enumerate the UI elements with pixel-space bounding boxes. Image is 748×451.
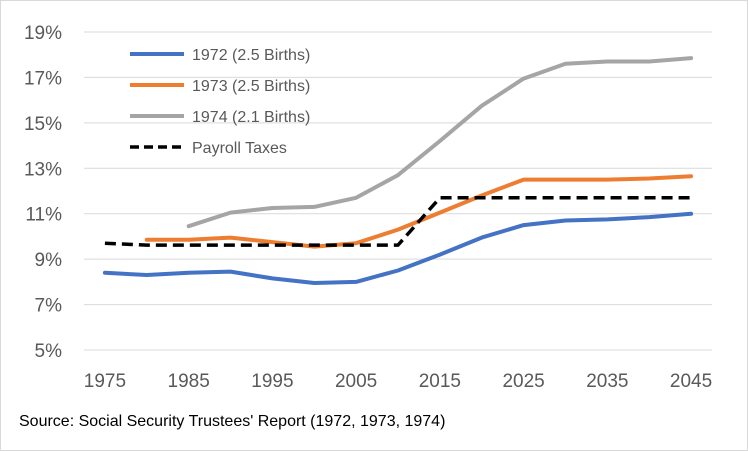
source-note: Source: Social Security Trustees' Report… (19, 413, 446, 430)
legend: 1972 (2.5 Births) 1973 (2.5 Births) 1974 (… (130, 47, 310, 157)
y-tick-label: 9% (35, 250, 63, 271)
x-tick-label: 1985 (168, 371, 210, 392)
x-tick-label: 1995 (251, 371, 293, 392)
series-line-1972-2-5-births (102, 211, 694, 285)
x-tick-label: 2025 (502, 371, 544, 392)
legend-label: Payroll Taxes (192, 140, 287, 157)
series-line-1974-2-1-births (186, 56, 694, 229)
x-tick-label: 2005 (335, 371, 377, 392)
y-tick-label: 5% (35, 341, 63, 362)
y-tick-label: 17% (24, 68, 62, 89)
series-line-payroll-taxes (104, 196, 692, 247)
gridlines (84, 31, 712, 351)
series-lines (102, 56, 694, 285)
legend-label: 1974 (2.1 Births) (192, 109, 310, 126)
y-axis-ticks: 19% 17% 15% 13% 11% 9% 7% 5% (24, 23, 62, 362)
legend-label: 1972 (2.5 Births) (192, 47, 310, 64)
y-tick-label: 13% (24, 159, 62, 180)
legend-label: 1973 (2.5 Births) (192, 78, 310, 95)
y-tick-label: 11% (25, 205, 62, 226)
x-tick-label: 2045 (670, 371, 712, 392)
y-tick-label: 7% (35, 296, 63, 317)
x-axis-ticks: 1975 1985 1995 2005 2015 2025 2035 2045 (84, 371, 712, 392)
y-tick-label: 15% (24, 114, 62, 135)
y-tick-label: 19% (24, 23, 62, 44)
x-tick-label: 2035 (586, 371, 628, 392)
x-tick-label: 2015 (419, 371, 461, 392)
x-tick-label: 1975 (84, 371, 126, 392)
